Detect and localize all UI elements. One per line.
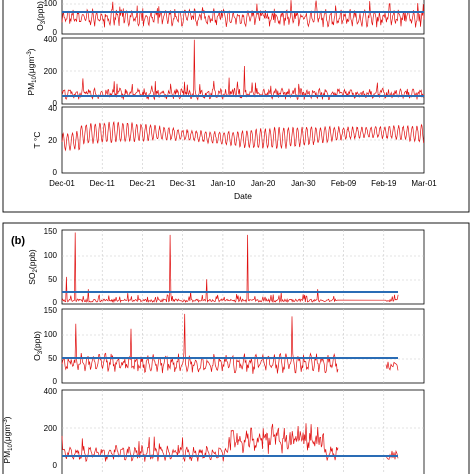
b-pm-tick-200: 200 (44, 424, 58, 433)
a-t-tick-40: 40 (48, 104, 57, 113)
panel-a-o3: 100 0 O3(ppb) (35, 0, 425, 37)
panel-a-frame (2, 0, 470, 213)
a-o3-tick-100: 100 (44, 0, 58, 8)
b-o3-series-line-tail (385, 361, 399, 371)
a-x-tick-label: Dec-11 (90, 179, 116, 188)
a-o3-series-line (61, 0, 425, 28)
b-so2-tick-50: 50 (48, 275, 57, 284)
panel-b-tag: (b) (11, 235, 25, 247)
b-so2-tick-0: 0 (53, 298, 58, 307)
a-x-tick-label: Dec-21 (130, 179, 156, 188)
panel-b-pm10: 400 200 0 PM10(μgm-3) (2, 387, 425, 474)
b-o3-tick-100: 100 (44, 330, 58, 339)
panel-b-so2: 150 100 50 0 SO2(ppb) (27, 227, 425, 307)
a-x-tick-label: Dec-31 (170, 179, 196, 188)
a-x-tick-label: Mar-01 (411, 179, 437, 188)
a-pm-tick-0: 0 (53, 99, 58, 108)
panel-b-frame (2, 222, 470, 474)
a-pm-tick-400: 400 (44, 35, 58, 44)
a-o3-tick-0: 0 (53, 28, 58, 37)
b-pm-tick-0: 0 (53, 461, 58, 470)
a-x-tick-label: Jan-10 (211, 179, 236, 188)
a-t-ylabel: T °C (32, 132, 42, 149)
a-o3-ylabel: O3(ppb) (35, 1, 47, 31)
a-x-tick-label: Dec-01 (49, 179, 75, 188)
b-o3-ylabel: O3(ppb) (32, 331, 44, 361)
b-pm-tick-400: 400 (44, 387, 58, 396)
b-pm-series-line (61, 423, 339, 463)
a-t-tick-20: 20 (48, 136, 57, 145)
panel-a-temperature: 40 20 0 T °C (32, 104, 425, 177)
a-pm-tick-200: 200 (44, 67, 58, 76)
b-so2-tick-100: 100 (44, 251, 58, 260)
a-t-series-line (61, 120, 424, 152)
panel-a-pm10: 400 200 0 PM10(μgm-3) (26, 35, 425, 108)
b-o3-tick-150: 150 (44, 306, 58, 315)
b-so2-tick-150: 150 (44, 227, 58, 236)
a-x-tick-label: Jan-30 (291, 179, 316, 188)
panel-a-x-axis: Dec-01 Dec-11 Dec-21 Dec-31 Jan-10 Jan-20 Jan-… (49, 179, 437, 188)
a-x-label: Date (234, 191, 252, 201)
a-x-tick-label: Feb-09 (331, 179, 357, 188)
a-x-tick-label: Feb-19 (371, 179, 397, 188)
b-pm-ylabel: PM10(μgm-3) (2, 416, 14, 463)
a-t-tick-0: 0 (53, 168, 58, 177)
b-so2-ylabel: SO2(ppb) (27, 249, 39, 285)
a-x-tick-label: Jan-20 (251, 179, 276, 188)
b-o3-series-line (61, 313, 339, 374)
b-pm-series-line-tail (385, 449, 399, 460)
b-o3-tick-0: 0 (53, 377, 58, 386)
panel-b-o3: 150 100 50 0 O3(ppb) (32, 306, 425, 386)
a-pm-ylabel: PM10(μgm-3) (26, 48, 38, 95)
b-so2-series-line (61, 232, 399, 304)
b-o3-tick-50: 50 (48, 354, 57, 363)
